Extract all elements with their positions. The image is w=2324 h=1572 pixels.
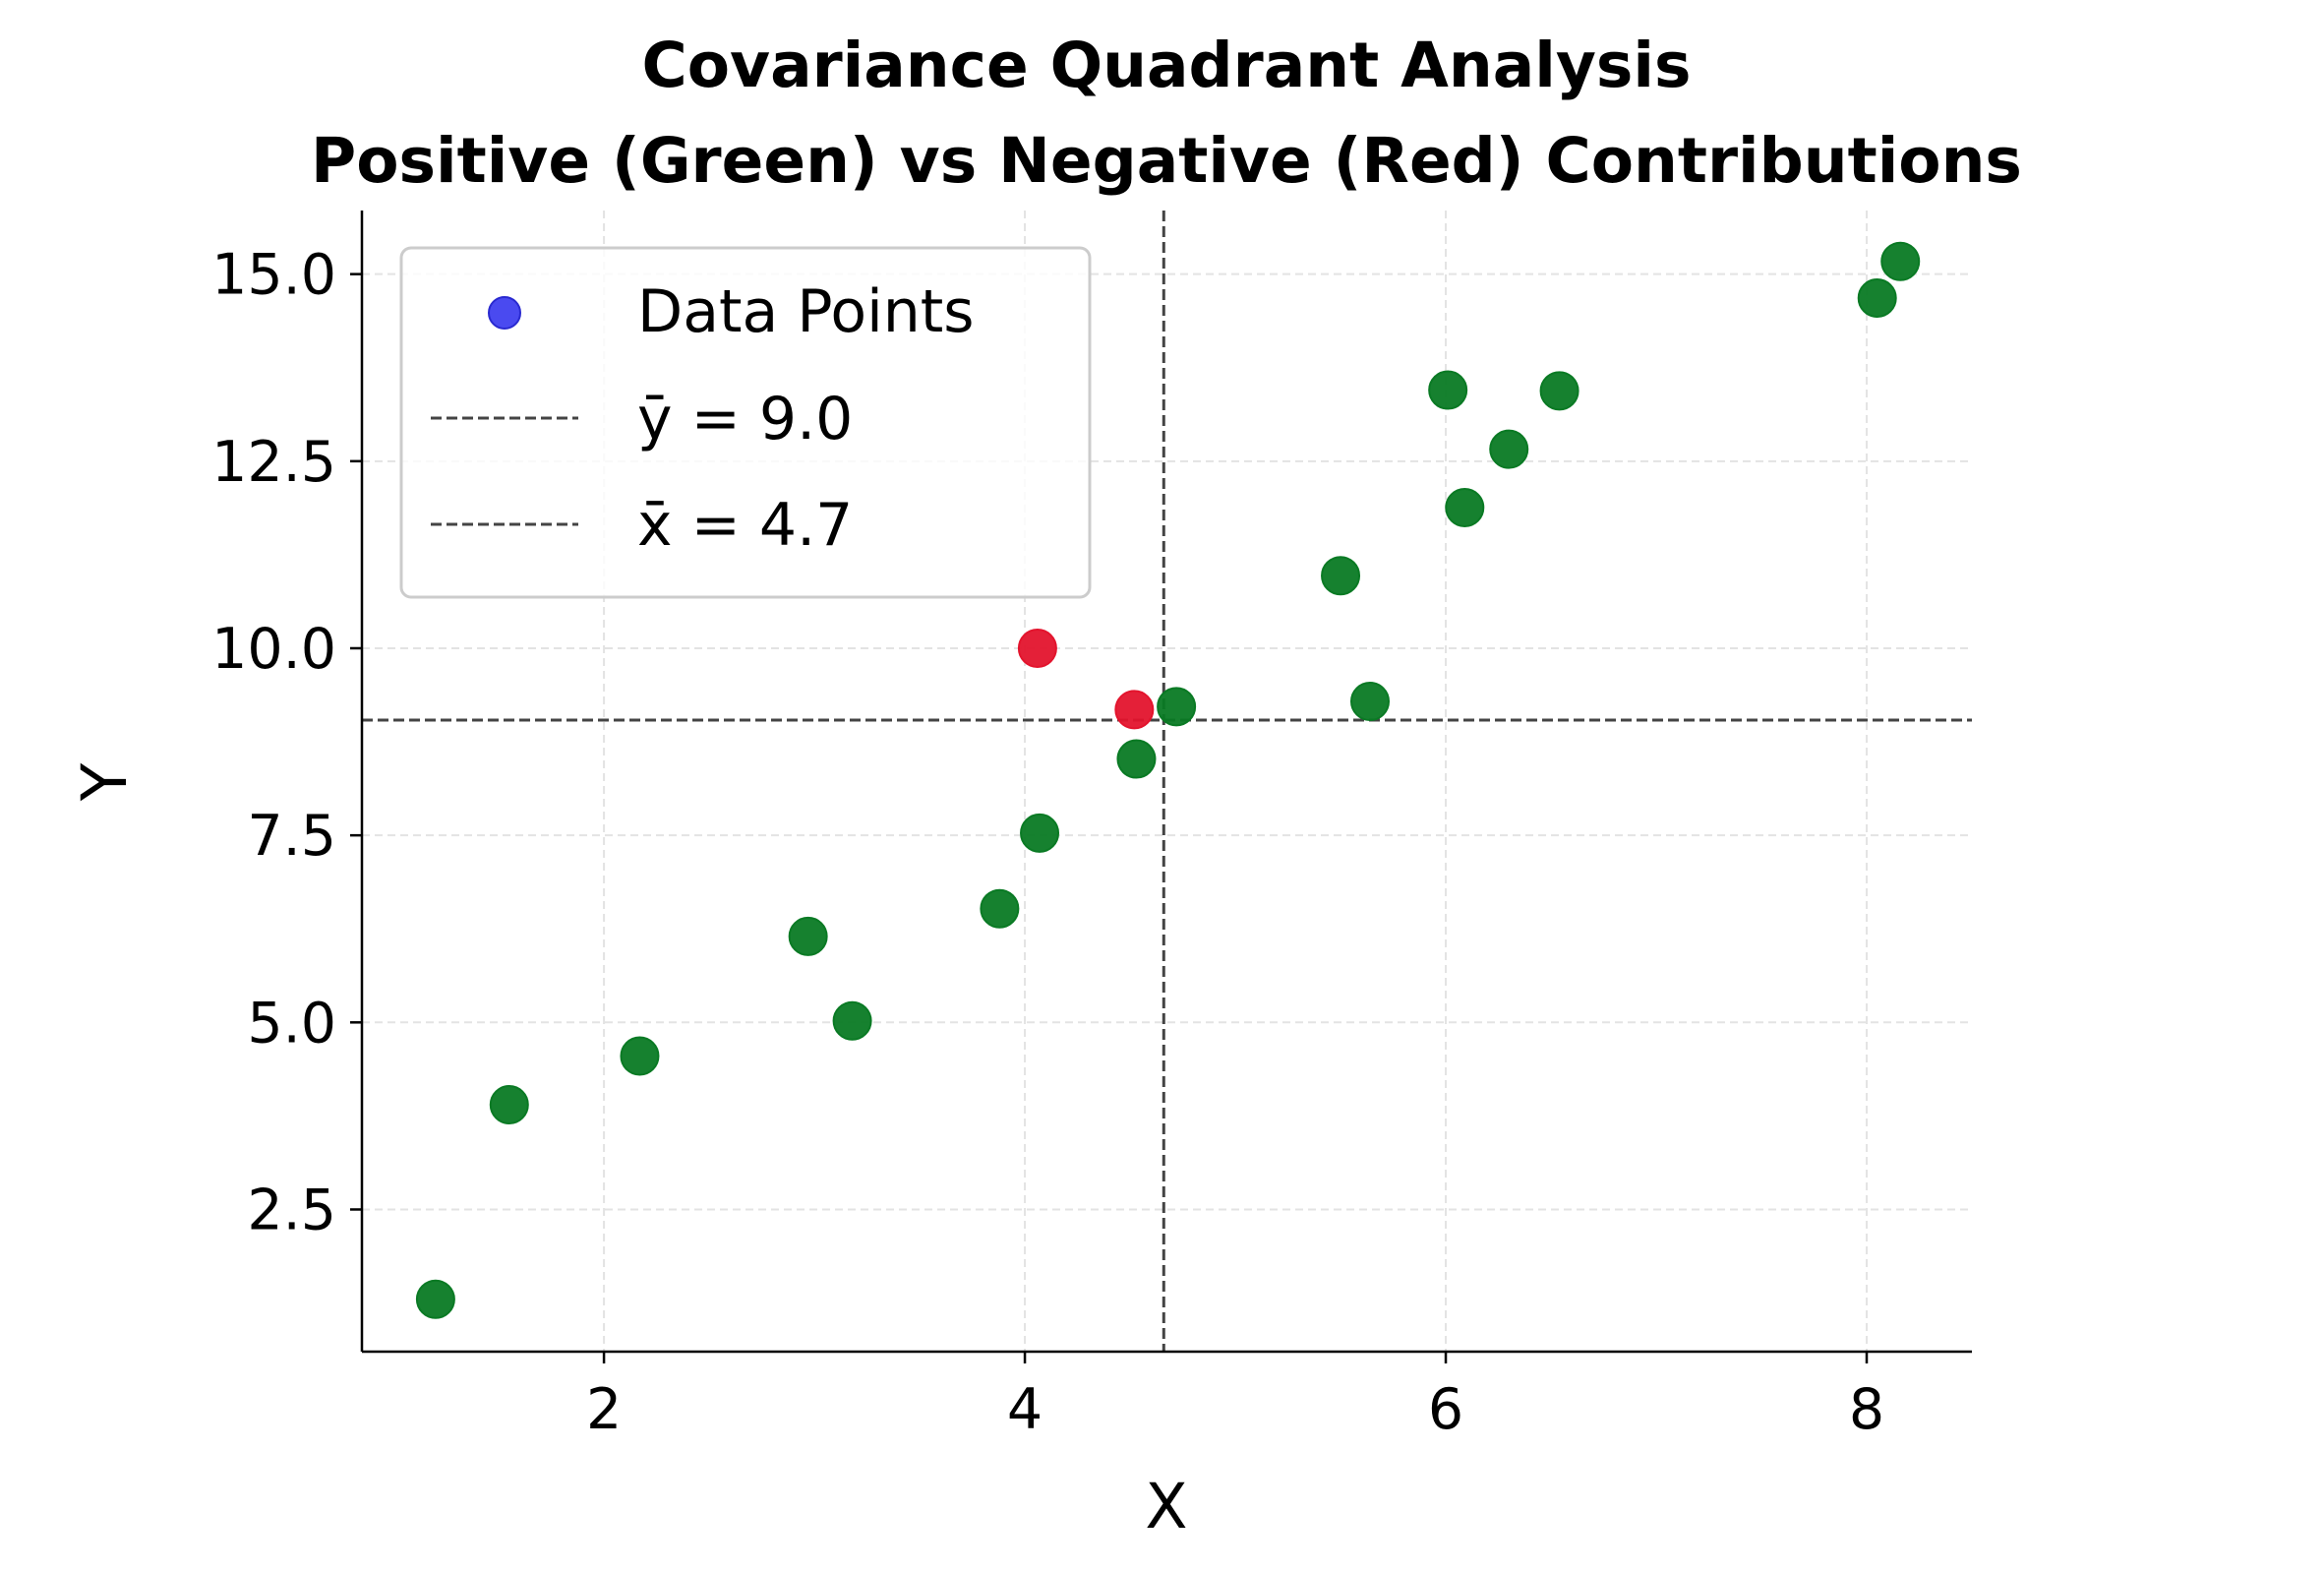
- positive-data-point: [788, 916, 828, 956]
- y-tick-label: 10.0: [211, 617, 336, 682]
- x-tick-label: 2: [586, 1377, 622, 1442]
- legend-mean-x-label: x̄ = 4.7: [637, 491, 853, 560]
- positive-data-point: [489, 1084, 529, 1124]
- legend-frame: [399, 246, 1092, 599]
- x-tick-label: 8: [1849, 1377, 1884, 1442]
- x-axis-label: X: [1145, 1471, 1187, 1542]
- legend: Data Points ȳ = 9.0 x̄ = 4.7: [399, 246, 1092, 599]
- positive-data-point: [620, 1036, 660, 1076]
- y-tick-label: 12.5: [211, 430, 336, 495]
- chart-title-line-1: Covariance Quadrant Analysis: [641, 30, 1691, 101]
- y-axis-label: Y: [69, 762, 141, 802]
- positive-data-point: [832, 1000, 872, 1041]
- legend-data-points-marker: [488, 296, 521, 330]
- negative-data-point: [1017, 628, 1057, 668]
- y-tick-label: 5.0: [247, 991, 336, 1056]
- legend-data-points-label: Data Points: [637, 277, 975, 346]
- positive-data-point: [1349, 681, 1390, 721]
- ticks: 2 4 6 8 2.5 5.0 7.5 10.0 12.5 15.0: [211, 243, 1884, 1442]
- positive-data-point: [1020, 813, 1060, 853]
- positive-data-point: [415, 1279, 455, 1319]
- y-tick-label: 15.0: [211, 243, 336, 308]
- positive-data-point: [1445, 487, 1485, 527]
- positive-data-point: [1880, 241, 1921, 281]
- legend-mean-y-label: ȳ = 9.0: [637, 385, 853, 453]
- x-tick-label: 6: [1428, 1377, 1463, 1442]
- positive-data-point: [1539, 371, 1579, 411]
- positive-data-point: [1857, 277, 1897, 318]
- grid: [362, 211, 1972, 1352]
- positive-data-point: [980, 888, 1020, 929]
- y-tick-label: 7.5: [247, 804, 336, 869]
- positive-data-point: [1157, 687, 1197, 727]
- x-tick-label: 4: [1007, 1377, 1043, 1442]
- negative-data-point: [1114, 690, 1155, 730]
- positive-data-point: [1428, 370, 1468, 410]
- positive-data-point: [1116, 739, 1157, 779]
- axes: [360, 211, 1972, 1354]
- y-tick-label: 2.5: [247, 1178, 336, 1242]
- positive-data-point: [1321, 556, 1361, 596]
- positive-data-point: [1489, 429, 1529, 469]
- chart-title-line-2: Positive (Green) vs Negative (Red) Contr…: [311, 125, 2022, 197]
- data-points: [415, 241, 1921, 1319]
